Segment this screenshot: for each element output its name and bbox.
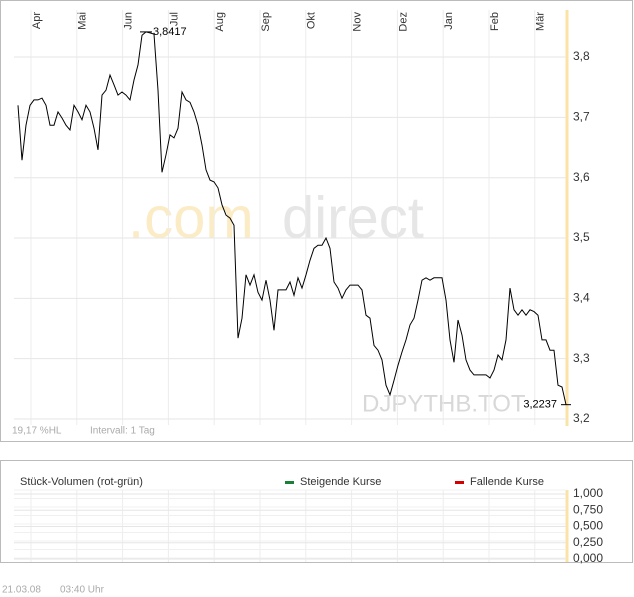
x-tick-label: Dez	[397, 12, 409, 32]
y-tick-label: 0,250	[573, 535, 603, 549]
price-panel	[0, 0, 633, 442]
range-label: 19,17 %HL	[12, 426, 62, 437]
x-tick-label: Okt	[306, 12, 318, 29]
x-tick-label: Apr	[31, 12, 43, 29]
volume-title: Stück-Volumen (rot-grün)	[20, 476, 143, 488]
x-tick-label: Jan	[443, 12, 455, 30]
y-tick-label: 3,2	[573, 411, 590, 425]
legend-label: Steigende Kurse	[300, 476, 381, 488]
x-tick-label: Sep	[260, 12, 272, 32]
footer-time: 03:40 Uhr	[60, 585, 105, 596]
x-tick-label: Mai	[77, 12, 89, 30]
x-tick-label: Aug	[214, 12, 226, 32]
x-tick-label: Nov	[352, 12, 364, 32]
x-tick-label: Mär	[535, 12, 547, 31]
x-tick-label: Jul	[168, 12, 180, 26]
y-tick-label: 0,500	[573, 519, 603, 533]
legend-swatch	[285, 481, 294, 484]
watermark-name: direct	[282, 185, 424, 250]
y-tick-label: 3,6	[573, 170, 590, 184]
price-line	[17, 31, 567, 405]
watermark-prefix: .com	[128, 185, 254, 250]
volume-panel	[0, 460, 633, 563]
y-tick-label: 1,000	[573, 486, 603, 500]
interval: Intervall: 1 Tag	[90, 426, 155, 437]
last-label: 3,2237	[523, 399, 557, 411]
y-tick-label: 3,3	[573, 351, 590, 365]
y-tick-label: 3,5	[573, 230, 590, 244]
footer-date: 21.03.08	[2, 585, 41, 596]
y-tick-label: 3,8	[573, 49, 590, 63]
legend-label: Fallende Kurse	[470, 476, 544, 488]
high-label: 3,8417	[153, 26, 187, 38]
y-tick-label: 0,750	[573, 502, 603, 516]
legend-swatch	[455, 481, 464, 484]
symbol: DJPYTHB.TOT	[362, 390, 526, 417]
y-tick-label: 0,000	[573, 551, 603, 565]
y-tick-label: 3,7	[573, 110, 590, 124]
y-tick-label: 3,4	[573, 291, 590, 305]
x-tick-label: Feb	[489, 12, 501, 31]
x-tick-label: Jun	[123, 12, 135, 30]
